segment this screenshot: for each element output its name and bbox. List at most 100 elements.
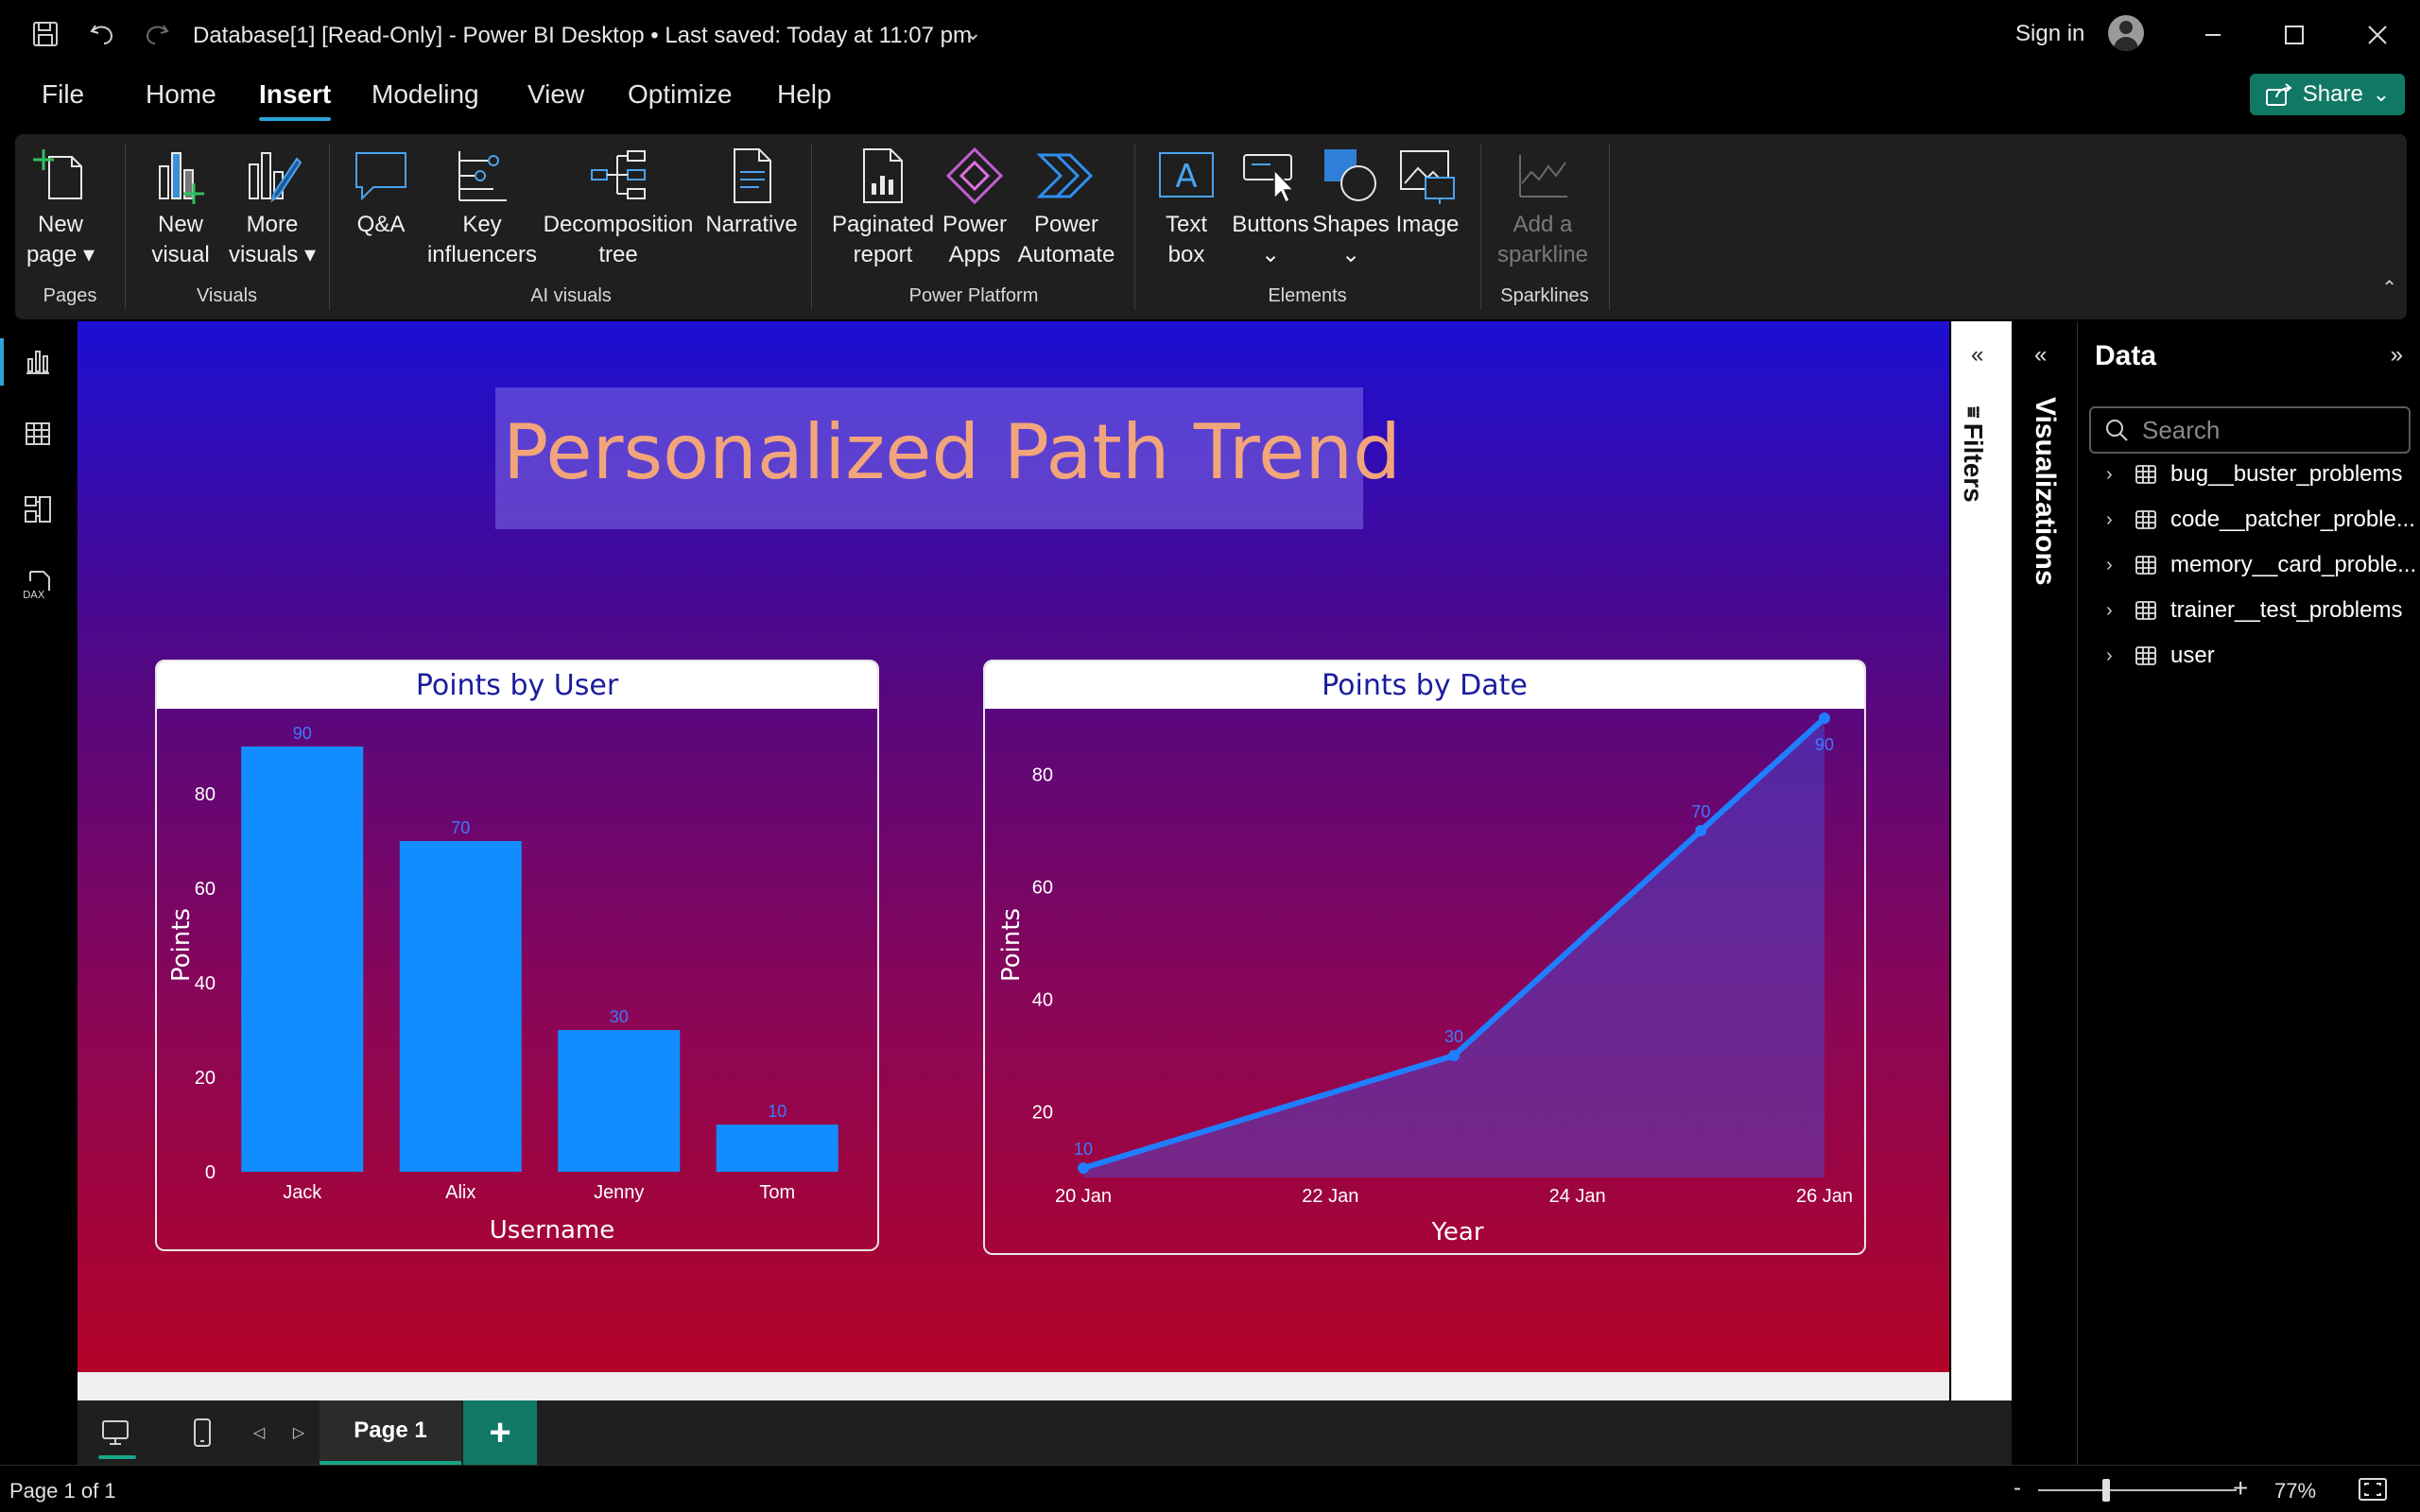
undo-icon[interactable] <box>85 17 119 51</box>
tab-modeling[interactable]: Modeling <box>372 79 479 109</box>
data-point[interactable] <box>1078 1162 1089 1175</box>
visualizations-pane[interactable]: « Visualizations <box>2014 321 2078 1465</box>
chevron-right-icon[interactable]: » <box>2390 342 2403 368</box>
tab-view[interactable]: View <box>527 79 585 109</box>
table-view-button[interactable] <box>0 403 76 465</box>
window-title-text: Database[1] [Read-Only] - Power BI Deskt… <box>193 23 645 48</box>
table-icon <box>2135 646 2156 665</box>
data-table-item[interactable]: › trainer__test_problems <box>2106 592 2402 629</box>
area-chart-visual[interactable]: Points by Date Points Year 20 40 60 80 20 Ja… <box>983 660 1866 1255</box>
new-visual-button[interactable]: New visual <box>138 146 223 270</box>
power-apps-button[interactable]: Power Apps <box>940 146 1010 270</box>
minimize-button[interactable] <box>2191 13 2235 57</box>
chevron-right-icon[interactable]: › <box>2106 644 2113 666</box>
data-table-item[interactable]: › bug__buster_problems <box>2106 455 2403 493</box>
add-sparkline-button[interactable]: Add a sparkline <box>1495 146 1590 270</box>
dax-query-view-button[interactable]: DAX <box>0 554 76 616</box>
more-visuals-button[interactable]: More visuals ▾ <box>225 146 320 270</box>
zoom-out-button[interactable]: - <box>2014 1475 2021 1501</box>
report-view-button[interactable] <box>0 331 76 393</box>
chevron-up-icon[interactable]: ⌃ <box>2381 278 2397 299</box>
text-box-button[interactable]: A Text box <box>1153 146 1219 270</box>
chevron-down-icon: ⌄ <box>2372 82 2391 106</box>
data-table-item[interactable]: › code__patcher_proble... <box>2106 501 2415 539</box>
zoom-level[interactable]: 77% <box>2274 1479 2317 1503</box>
search-input[interactable] <box>2142 415 2397 445</box>
narrative-button[interactable]: Narrative <box>700 146 804 240</box>
visualizations-label[interactable]: Visualizations <box>2030 397 2061 586</box>
y-tick-label: 0 <box>205 1162 216 1183</box>
tab-file[interactable]: File <box>42 79 85 109</box>
filters-label[interactable]: ⩸ Filters <box>1959 406 1988 503</box>
plus-icon: + <box>489 1411 511 1453</box>
data-point[interactable] <box>1448 1050 1460 1062</box>
data-table-label: user <box>2170 643 2215 668</box>
chevron-right-icon[interactable]: › <box>2106 599 2113 621</box>
chevron-right-icon[interactable]: › <box>2106 554 2113 576</box>
share-button[interactable]: Share ⌄ <box>2250 74 2405 115</box>
new-page-button[interactable]: New page ▾ <box>26 146 95 270</box>
power-automate-icon <box>1036 153 1094 198</box>
add-page-button[interactable]: + <box>463 1400 537 1465</box>
bar[interactable] <box>399 841 522 1172</box>
next-page-icon[interactable]: ▷ <box>292 1425 305 1441</box>
desktop-layout-button[interactable] <box>95 1412 136 1453</box>
bar[interactable] <box>716 1125 838 1172</box>
chart-title: Points by User <box>415 668 619 702</box>
filters-pane[interactable]: « ⩸ Filters <box>1951 321 2012 1400</box>
zoom-in-button[interactable]: + <box>2233 1473 2249 1503</box>
chevron-left-icon[interactable]: « <box>1971 342 1984 368</box>
chevron-left-icon[interactable]: « <box>2034 342 2048 368</box>
qa-icon <box>355 152 406 201</box>
table-icon <box>2135 601 2156 620</box>
data-search[interactable] <box>2089 406 2411 454</box>
qa-label: Q&A <box>356 212 406 237</box>
sign-in-link[interactable]: Sign in <box>2015 21 2085 46</box>
mobile-icon <box>194 1418 211 1447</box>
group-label-visuals: Visuals <box>196 285 258 306</box>
save-icon[interactable] <box>28 17 62 51</box>
data-point[interactable] <box>1819 713 1830 724</box>
search-icon <box>2106 420 2128 441</box>
fit-to-page-icon[interactable] <box>2358 1477 2388 1502</box>
qa-button[interactable]: Q&A <box>348 146 414 240</box>
zoom-slider-thumb[interactable] <box>2102 1479 2110 1502</box>
avatar[interactable] <box>2108 15 2144 51</box>
mobile-layout-button[interactable] <box>182 1412 223 1453</box>
report-canvas[interactable]: Personalized Path Trend Points by User P… <box>78 321 1949 1372</box>
maximize-button[interactable] <box>2273 13 2316 57</box>
power-automate-button[interactable]: Power Automate <box>1011 146 1121 270</box>
report-title-box[interactable]: Personalized Path Trend <box>495 387 1401 529</box>
bar-chart-visual[interactable]: Points by User Points Username 0 20 40 60 80… <box>155 660 879 1251</box>
tab-help[interactable]: Help <box>777 79 832 109</box>
model-view-button[interactable] <box>0 478 76 541</box>
bar[interactable] <box>558 1030 681 1172</box>
shapes-button[interactable]: Shapes ⌄ <box>1312 146 1390 270</box>
chevron-right-icon[interactable]: › <box>2106 463 2113 485</box>
chevron-right-icon[interactable]: › <box>2106 508 2113 530</box>
series-line[interactable] <box>1082 715 1827 1171</box>
image-button[interactable]: Image <box>1392 146 1463 240</box>
data-table-item[interactable]: › user <box>2106 637 2215 675</box>
visual-header: Points by User <box>157 662 877 709</box>
bar[interactable] <box>241 747 364 1172</box>
key-influencers-button[interactable]: Key influencers <box>424 146 541 270</box>
decomposition-tree-button[interactable]: Decomposition tree <box>541 146 696 270</box>
page-tab-1[interactable]: Page 1 <box>320 1400 461 1465</box>
chevron-down-icon[interactable]: ⌄ <box>964 21 982 44</box>
tab-insert[interactable]: Insert <box>259 79 332 121</box>
data-point[interactable] <box>1695 825 1707 837</box>
data-table-item[interactable]: › memory__card_proble... <box>2106 546 2416 584</box>
more-visuals-label: More visuals ▾ <box>228 212 317 267</box>
paginated-report-button[interactable]: Paginated report <box>828 146 938 270</box>
prev-page-icon[interactable]: ◁ <box>252 1425 266 1441</box>
buttons-button[interactable]: Buttons ⌄ <box>1229 146 1312 270</box>
group-label-sparklines: Sparklines <box>1500 285 1589 306</box>
redo-icon[interactable] <box>140 17 174 51</box>
tab-optimize[interactable]: Optimize <box>628 79 733 109</box>
tab-home[interactable]: Home <box>146 79 216 109</box>
close-button[interactable] <box>2356 13 2399 57</box>
narrative-icon <box>734 148 771 203</box>
zoom-slider-track[interactable] <box>2038 1489 2237 1491</box>
data-table-label: memory__card_proble... <box>2170 552 2417 577</box>
